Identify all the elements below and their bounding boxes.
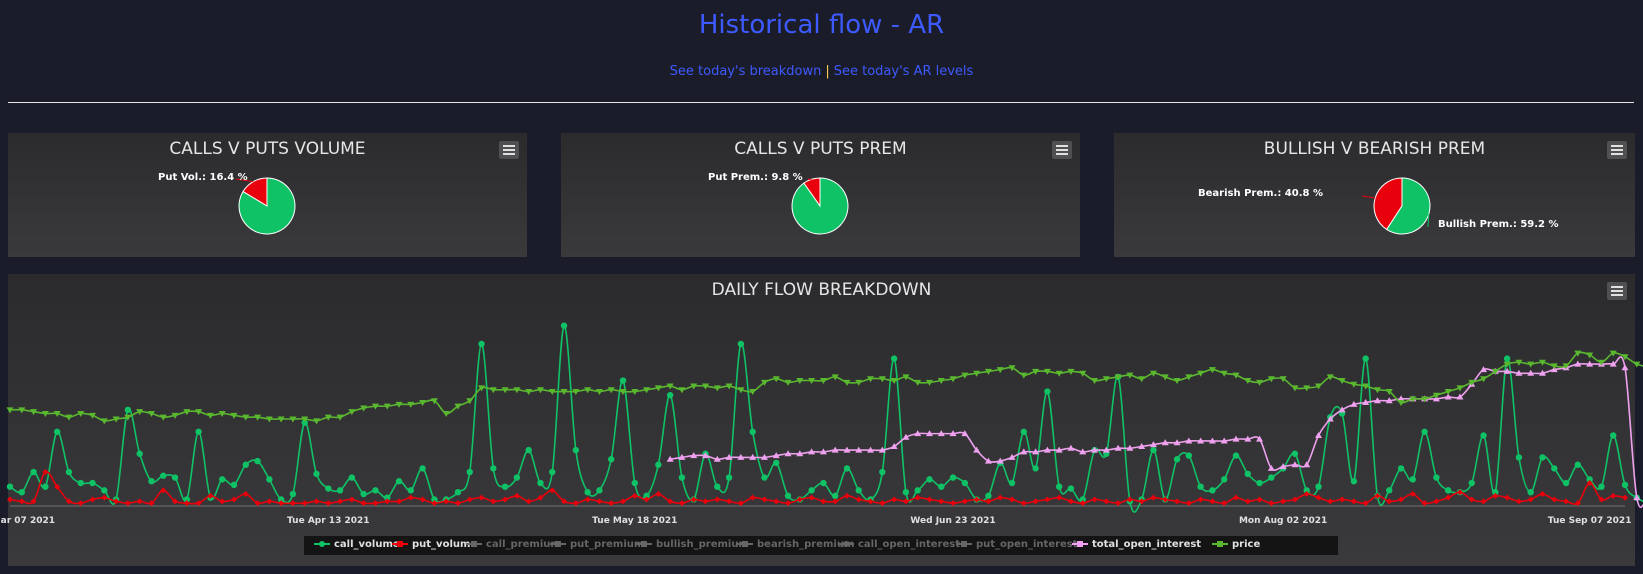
legend-item-call-open-interest[interactable]: call_open_interest xyxy=(838,539,960,550)
pie-slice-bullish-prem[interactable] xyxy=(1386,177,1431,235)
pie-panel-sentiment: BULLISH V BEARISH PREM Bearish Prem.: 40… xyxy=(1114,133,1635,257)
divider xyxy=(8,102,1634,103)
legend-symbol xyxy=(392,539,408,549)
legend-symbol xyxy=(1072,539,1088,549)
pie-title: CALLS V PUTS PREM xyxy=(734,139,907,159)
pie-chart-sentiment: Bearish Prem.: 40.8 % Bullish Prem.: 59.2… xyxy=(1198,177,1559,235)
legend-label: total_open_interest xyxy=(1092,539,1202,550)
pie-data-label: Bearish Prem.: 40.8 % xyxy=(1198,188,1323,199)
legend-label: put_open_interest xyxy=(976,539,1078,550)
legend-item-price[interactable]: price xyxy=(1212,539,1260,550)
pie-connector xyxy=(1361,195,1376,199)
pie-slice-call-prem[interactable] xyxy=(791,177,849,235)
legend-item-put-open-interest[interactable]: put_open_interest xyxy=(956,539,1078,550)
pie-panel-volume: CALLS V PUTS VOLUME Put Vol.: 16.4 % xyxy=(8,133,527,257)
legend-label: call_open_interest xyxy=(858,539,961,550)
legend-item-total-open-interest[interactable]: total_open_interest xyxy=(1072,539,1201,550)
chart-menu-icon[interactable] xyxy=(1052,141,1072,159)
chart-menu-icon[interactable] xyxy=(499,141,519,159)
todays-levels-link[interactable]: See today's AR levels xyxy=(833,64,974,79)
pie-data-label: Put Prem.: 9.8 % xyxy=(708,172,803,183)
legend-item-bullish-premium[interactable]: bullish_premium xyxy=(636,539,749,550)
legend-item-put-volume[interactable]: put_volume xyxy=(392,539,477,550)
chart-legend: call_volume put_volume call_premium put_pre… xyxy=(304,536,1338,555)
pie-data-label: Put Vol.: 16.4 % xyxy=(158,172,248,183)
legend-label: call_volume xyxy=(334,539,400,550)
chart-menu-icon[interactable] xyxy=(1607,141,1627,159)
pie-chart-premium: Put Prem.: 9.8 % xyxy=(708,172,849,235)
pie-title: BULLISH V BEARISH PREM xyxy=(1263,139,1486,159)
legend-label: bullish_premium xyxy=(656,539,749,550)
legend-item-put-premium[interactable]: put_premium xyxy=(550,539,644,550)
pie-panel-premium: CALLS V PUTS PREM Put Prem.: 9.8 % xyxy=(561,133,1080,257)
link-separator: | xyxy=(825,64,830,79)
legend-label: call_premium xyxy=(486,539,561,550)
todays-breakdown-link[interactable]: See today's breakdown xyxy=(669,64,822,79)
legend-label: put_volume xyxy=(412,539,478,550)
legend-symbol xyxy=(1212,539,1228,549)
legend-symbol xyxy=(550,539,566,549)
legend-label: bearish_premium xyxy=(757,539,855,550)
chart-menu-icon[interactable] xyxy=(1607,282,1627,300)
pie-title: CALLS V PUTS VOLUME xyxy=(169,139,366,159)
legend-symbol xyxy=(838,539,854,549)
line-chart-title: DAILY FLOW BREAKDOWN xyxy=(711,280,932,300)
legend-item-bearish-premium[interactable]: bearish_premium xyxy=(737,539,854,550)
legend-symbol xyxy=(466,539,482,549)
legend-symbol xyxy=(956,539,972,549)
legend-item-call-premium[interactable]: call_premium xyxy=(466,539,561,550)
legend-label: put_premium xyxy=(570,539,645,550)
pie-data-label: Bullish Prem.: 59.2 % xyxy=(1438,219,1559,230)
pie-connector xyxy=(235,178,254,183)
legend-symbol xyxy=(314,539,330,549)
daily-flow-panel: DAILY FLOW BREAKDOWN xyxy=(8,274,1635,566)
pie-chart-volume: Put Vol.: 16.4 % xyxy=(158,172,296,235)
legend-item-call-volume[interactable]: call_volume xyxy=(314,539,400,550)
legend-label: price xyxy=(1232,539,1261,550)
legend-symbol xyxy=(737,539,753,549)
legend-symbol xyxy=(636,539,652,549)
pie-slice-call-vol[interactable] xyxy=(238,177,296,235)
page-title: Historical flow - AR xyxy=(698,10,945,40)
nav-links: See today's breakdown | See today's AR lev… xyxy=(0,64,1643,79)
pie-connector xyxy=(1427,213,1430,228)
